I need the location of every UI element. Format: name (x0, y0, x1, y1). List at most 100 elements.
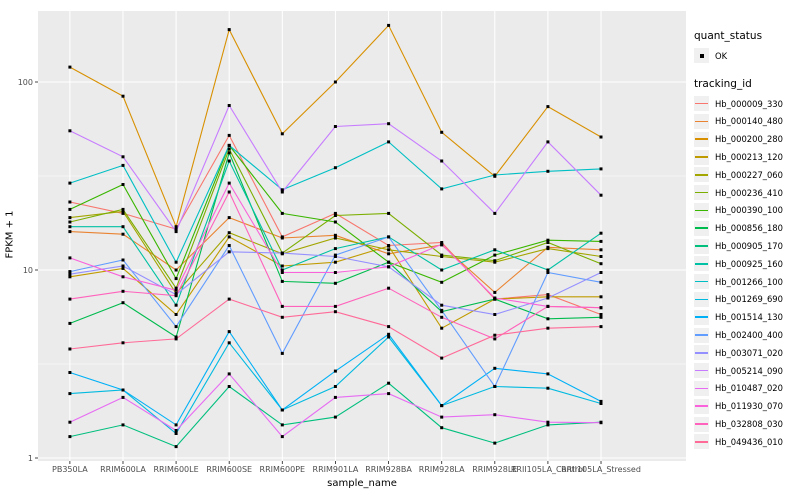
legend-item-Hb_001269_690: Hb_001269_690 (694, 291, 800, 309)
legend-key (694, 202, 709, 218)
legend-line-swatch (695, 245, 708, 247)
legend-label: Hb_003071_020 (715, 347, 783, 358)
legend-item-Hb_000236_410: Hb_000236_410 (694, 184, 800, 202)
legend-label: Hb_000200_280 (715, 134, 783, 145)
legend-key (694, 220, 709, 236)
legend-item-Hb_001266_100: Hb_001266_100 (694, 273, 800, 291)
legend-label: Hb_000213_120 (715, 152, 783, 163)
legend-line-swatch (695, 298, 708, 301)
legend-line-swatch (695, 441, 708, 443)
legend-key (694, 363, 709, 379)
legend: quant_status OK tracking_id Hb_000009_33… (694, 30, 800, 451)
legend-key (694, 309, 709, 325)
x-tick-label: RRIM928BA (365, 465, 412, 474)
legend-line-swatch (695, 369, 708, 372)
legend-line-swatch (695, 405, 708, 408)
legend-key (694, 274, 709, 290)
legend-item-Hb_001514_130: Hb_001514_130 (694, 308, 800, 326)
legend-key (694, 96, 709, 112)
legend-item-Hb_032808_030: Hb_032808_030 (694, 415, 800, 433)
legend-label: Hb_000390_100 (715, 205, 783, 216)
legend-key (694, 327, 709, 343)
legend-label: Hb_001266_100 (715, 276, 783, 287)
legend-line-swatch (695, 174, 708, 176)
legend-label: Hb_032808_030 (715, 419, 783, 430)
legend-item-ok: OK (694, 47, 800, 65)
legend-key (694, 131, 709, 147)
legend-tracking-items: Hb_000009_330 Hb_000140_480 Hb_000200_280 H… (694, 95, 800, 451)
y-tick-label: 1 (28, 454, 33, 463)
legend-item-Hb_005214_090: Hb_005214_090 (694, 362, 800, 380)
legend-key (694, 398, 709, 414)
legend-line-swatch (695, 334, 708, 336)
panel-background (38, 11, 686, 461)
legend-key-ok (694, 48, 709, 64)
legend-label: Hb_002400_400 (715, 330, 783, 341)
legend-item-Hb_000925_160: Hb_000925_160 (694, 255, 800, 273)
legend-label: Hb_000856_180 (715, 223, 783, 234)
x-axis-title: sample_name (327, 478, 397, 489)
x-tick-label: RRIM901LA (313, 465, 359, 474)
legend-label-ok: OK (715, 50, 728, 61)
legend-item-Hb_010487_020: Hb_010487_020 (694, 380, 800, 398)
data-points (68, 23, 603, 449)
legend-key (694, 113, 709, 129)
legend-item-Hb_000856_180: Hb_000856_180 (694, 219, 800, 237)
legend-key (694, 416, 709, 432)
legend-key (694, 256, 709, 272)
legend-line-swatch (695, 423, 708, 425)
y-tick-label: 100 (18, 78, 33, 87)
legend-key (694, 434, 709, 450)
legend-label: Hb_001269_690 (715, 294, 783, 305)
legend-line-swatch (695, 102, 708, 105)
legend-line-swatch (695, 156, 708, 158)
legend-key (694, 149, 709, 165)
legend-item-Hb_000213_120: Hb_000213_120 (694, 148, 800, 166)
legend-title-quant-status: quant_status (694, 30, 763, 42)
legend-key (694, 291, 709, 307)
legend-item-Hb_000905_170: Hb_000905_170 (694, 237, 800, 255)
legend-label: Hb_000009_330 (715, 98, 783, 109)
legend-item-Hb_000009_330: Hb_000009_330 (694, 95, 800, 113)
legend-line-swatch (695, 280, 708, 283)
legend-key (694, 167, 709, 183)
legend-item-Hb_000227_060: Hb_000227_060 (694, 166, 800, 184)
legend-label: Hb_000140_480 (715, 116, 783, 127)
axes: 1 10 100 PB350LA RRIM600LA RRIM600LE RRIM600SE… (18, 78, 641, 474)
legend-label: Hb_000236_410 (715, 187, 783, 198)
legend-label: Hb_011930_070 (715, 401, 783, 412)
x-tick-label: RRIM928LE (472, 465, 517, 474)
legend-label: Hb_000905_170 (715, 241, 783, 252)
legend-label: Hb_005214_090 (715, 365, 783, 376)
legend-label: Hb_000925_160 (715, 258, 783, 269)
legend-item-Hb_000390_100: Hb_000390_100 (694, 202, 800, 220)
x-tick-label: RRII105LA_Control (511, 465, 585, 474)
y-tick-label: 10 (23, 266, 33, 275)
legend-line-swatch (695, 138, 708, 141)
legend-line-swatch (695, 263, 708, 265)
legend-key (694, 185, 709, 201)
legend-line-swatch (695, 316, 708, 319)
minor-gridlines (38, 175, 686, 365)
legend-item-Hb_003071_020: Hb_003071_020 (694, 344, 800, 362)
legend-item-Hb_000140_480: Hb_000140_480 (694, 113, 800, 131)
legend-title-tracking-id: tracking_id (694, 77, 752, 90)
legend-label: Hb_010487_020 (715, 383, 783, 394)
x-tick-label: RRII105LA_Stressed (561, 465, 641, 474)
legend-line-swatch (695, 191, 708, 194)
legend-line-swatch (695, 387, 708, 390)
legend-line-swatch (695, 209, 708, 212)
legend-label: Hb_000227_060 (715, 169, 783, 180)
x-tick-label: RRIM600SE (206, 465, 252, 474)
x-tick-label: RRIM600PE (260, 465, 306, 474)
legend-label: Hb_049436_010 (715, 436, 783, 447)
legend-line-swatch (695, 120, 708, 123)
x-tick-label: RRIM600LE (154, 465, 199, 474)
legend-key (694, 238, 709, 254)
legend-key (694, 345, 709, 361)
x-tick-label: PB350LA (52, 465, 88, 474)
legend-line-swatch (695, 352, 708, 354)
y-axis-title: FPKM + 1 (4, 210, 16, 259)
